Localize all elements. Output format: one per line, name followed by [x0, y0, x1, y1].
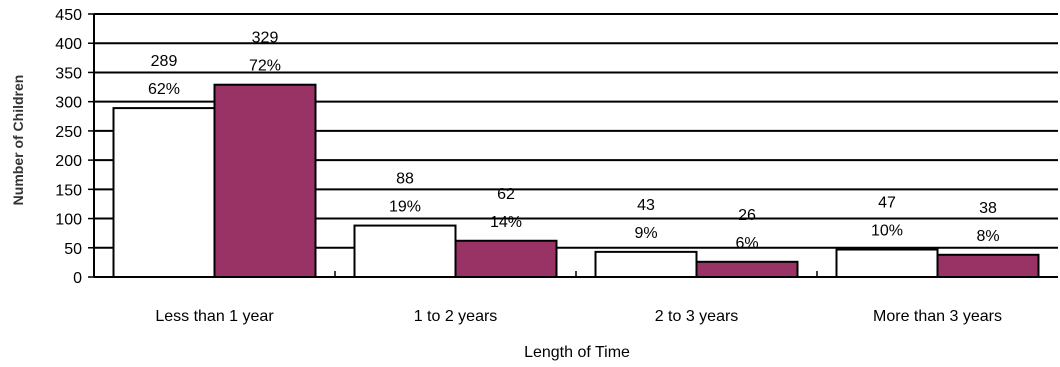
axes: 0 50 100 150 200 250 300 350 400 450 Less than 1 y…	[55, 7, 1058, 325]
value-label: 329	[252, 30, 279, 47]
value-label: 43	[637, 197, 655, 214]
x-tick-label: More than 3 years	[873, 308, 1002, 325]
bar-series1-2	[594, 250, 698, 278]
y-tick-label: 0	[73, 270, 82, 287]
percent-label: 72%	[249, 58, 281, 75]
percent-label: 19%	[389, 199, 421, 216]
x-tick-label: 1 to 2 years	[414, 308, 498, 325]
percent-label: 62%	[148, 81, 180, 98]
bar-series2-0	[213, 83, 317, 279]
value-label: 26	[738, 207, 756, 224]
value-label: 289	[151, 53, 178, 70]
y-tick-label: 400	[55, 36, 82, 53]
data-labels: 289 62% 329 72% 88 19% 62 14% 43 9% 26 6% 47 10% 38 8%	[148, 30, 1000, 252]
percent-label: 14%	[490, 214, 522, 231]
y-tick-label: 200	[55, 153, 82, 170]
bar-series2-3	[936, 253, 1040, 278]
bar-series1-0	[112, 107, 216, 279]
percent-label: 8%	[976, 228, 999, 245]
x-tick-label: Less than 1 year	[155, 308, 274, 325]
y-tick-label: 350	[55, 65, 82, 82]
y-tick-label: 150	[55, 182, 82, 199]
bar-series1-3	[835, 248, 939, 279]
y-axis-title: Number of Children	[10, 75, 26, 206]
bar-series2-1	[454, 239, 558, 279]
y-tick-label: 50	[64, 241, 82, 258]
percent-label: 10%	[871, 223, 903, 240]
x-tick-label: 2 to 3 years	[655, 308, 739, 325]
percent-label: 6%	[735, 235, 758, 252]
bar-series2-2	[695, 260, 799, 278]
value-label: 88	[396, 171, 414, 188]
value-label: 62	[497, 186, 515, 203]
y-tick-label: 300	[55, 95, 82, 112]
y-tick-label: 450	[55, 7, 82, 24]
y-tick-label: 100	[55, 212, 82, 229]
value-label: 47	[878, 195, 896, 212]
percent-label: 9%	[634, 225, 657, 242]
bar-series1-1	[353, 224, 457, 279]
value-label: 38	[979, 200, 997, 217]
bars	[112, 83, 1040, 279]
y-tick-label: 250	[55, 124, 82, 141]
x-axis-title: Length of Time	[524, 344, 630, 361]
